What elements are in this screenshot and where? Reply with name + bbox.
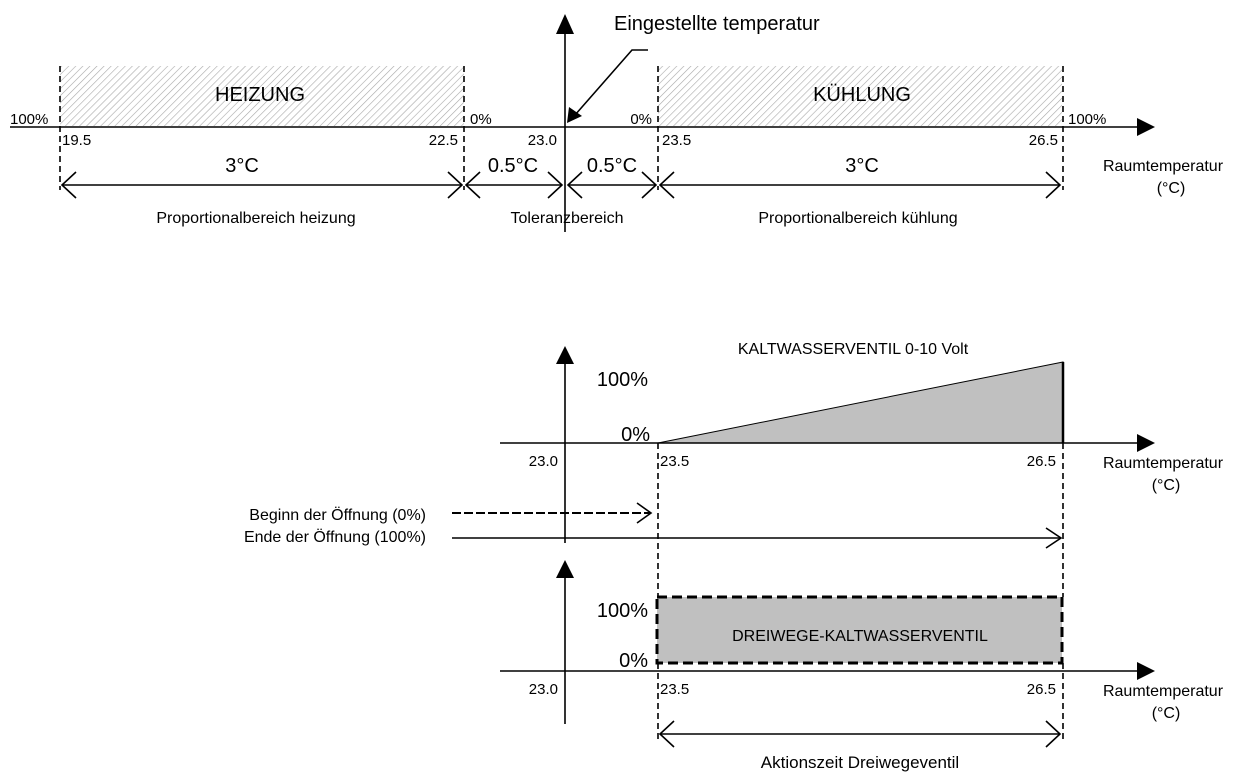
middle-title: KALTWASSERVENTIL 0-10 Volt [738, 341, 969, 358]
dimension-arrow-tol-right [566, 171, 658, 199]
bottom-y-0: 0% [619, 650, 648, 672]
three-way-valve-label: DREIWEGE-KALTWASSERVENTIL [732, 628, 988, 645]
action-time-arrow [658, 720, 1062, 748]
end-label: Ende der Öffnung (100%) [244, 528, 426, 546]
pct-0-left: 0% [470, 111, 492, 128]
dimension-arrow-heat [60, 171, 464, 199]
middle-diagram: KALTWASSERVENTIL 0-10 Volt 100% 0% 23.0 … [244, 341, 1224, 597]
band-heat-label: Proportionalbereich heizung [156, 210, 355, 227]
middle-y-0: 0% [621, 424, 650, 446]
middle-y-100: 100% [597, 369, 648, 391]
heating-zone-label: HEIZUNG [215, 84, 305, 106]
setpoint-pointer-arrow-icon [567, 107, 582, 123]
tick-22-5: 22.5 [429, 132, 458, 149]
start-opening-arrow [452, 502, 653, 524]
three-way-valve-box [655, 595, 1064, 665]
span-heat: 3°C [225, 155, 259, 177]
top-axis-label-line1: Raumtemperatur [1103, 158, 1224, 175]
setpoint-label: Eingestellte temperatur [614, 13, 820, 35]
span-tol-left: 0.5°C [488, 155, 538, 177]
cooling-zone-label: KÜHLUNG [813, 84, 911, 106]
span-tol-right: 0.5°C [587, 155, 637, 177]
dimension-arrow-tol-left [464, 171, 564, 199]
bottom-tick-26-5: 26.5 [1027, 681, 1056, 698]
heating-zone-hatch [60, 66, 464, 126]
dimension-arrow-cool [658, 171, 1062, 199]
middle-x-axis-arrow-icon [1137, 434, 1155, 452]
middle-axis-label-line2: (°C) [1152, 477, 1181, 494]
bottom-axis-label-line2: (°C) [1152, 705, 1181, 722]
bottom-tick-23-5: 23.5 [660, 681, 689, 698]
pct-100-left: 100% [10, 111, 48, 128]
pct-100-right: 100% [1068, 111, 1106, 128]
middle-tick-23-5: 23.5 [660, 453, 689, 470]
middle-axis-label-line1: Raumtemperatur [1103, 455, 1224, 472]
middle-y-axis-arrow-icon [556, 346, 574, 364]
bottom-tick-23-0: 23.0 [529, 681, 558, 698]
tick-19-5: 19.5 [62, 132, 91, 149]
tick-23-5: 23.5 [662, 132, 691, 149]
top-y-axis-arrow-icon [556, 14, 574, 34]
tick-26-5: 26.5 [1029, 132, 1058, 149]
bottom-x-axis-arrow-icon [1137, 662, 1155, 680]
setpoint-pointer-line [574, 49, 648, 116]
top-diagram: Eingestellte temperatur HEIZUNG KÜHLUNG … [10, 13, 1224, 232]
top-x-axis-arrow-icon [1137, 118, 1155, 136]
valve-ramp-fill [657, 361, 1064, 444]
bottom-axis-label-line1: Raumtemperatur [1103, 683, 1224, 700]
top-axis-label-line2: (°C) [1157, 180, 1186, 197]
action-time-label: Aktionszeit Dreiwegeventil [761, 753, 959, 772]
end-opening-arrow [452, 527, 1063, 549]
pct-0-right: 0% [630, 111, 652, 128]
bottom-diagram: DREIWEGE-KALTWASSERVENTIL 100% 0% 23.0 2… [500, 560, 1224, 772]
tick-23-0: 23.0 [528, 132, 557, 149]
start-label: Beginn der Öffnung (0%) [249, 506, 426, 524]
span-cool: 3°C [845, 155, 879, 177]
bottom-y-100: 100% [597, 600, 648, 622]
band-tol-label: Toleranzbereich [511, 210, 624, 227]
cooling-zone-hatch [658, 66, 1062, 126]
middle-tick-26-5: 26.5 [1027, 453, 1056, 470]
band-cool-label: Proportionalbereich kühlung [758, 210, 957, 227]
middle-tick-23-0: 23.0 [529, 453, 558, 470]
bottom-y-axis-arrow-icon [556, 560, 574, 578]
